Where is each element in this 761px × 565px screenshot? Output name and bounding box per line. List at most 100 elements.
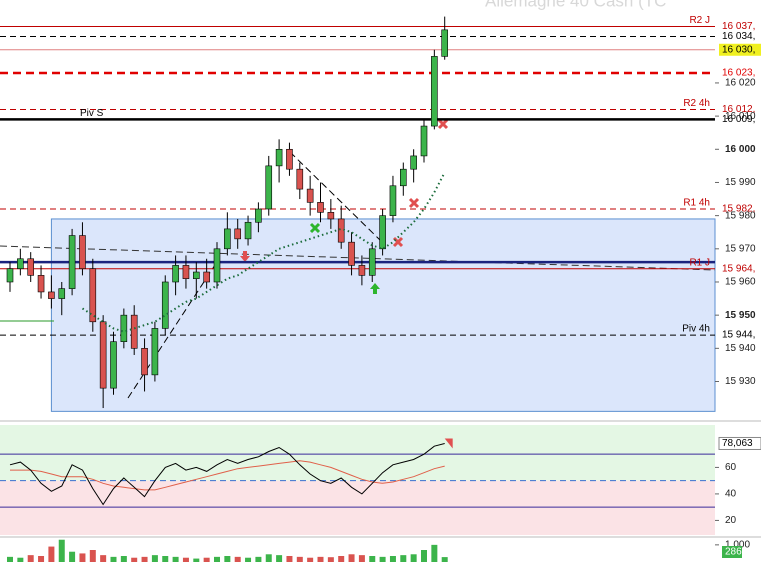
candle-body xyxy=(368,248,376,276)
candle-body xyxy=(68,235,76,289)
volume-bar xyxy=(89,550,96,562)
arrow-marker xyxy=(370,283,380,294)
candle-body xyxy=(348,241,355,266)
trend-line xyxy=(0,245,716,271)
y-tick-label: 15 940 xyxy=(725,343,756,354)
drawings xyxy=(0,118,716,399)
candle-body xyxy=(151,328,159,376)
volume-bar xyxy=(286,556,293,562)
candle-body xyxy=(265,165,273,210)
volume-bar xyxy=(276,555,283,562)
candle-body xyxy=(244,221,252,240)
y-tick-label: 60 xyxy=(725,462,737,473)
level-label: 15 982, xyxy=(722,204,755,215)
volume-bar xyxy=(327,557,334,562)
candle-body xyxy=(172,265,179,283)
volume-bar xyxy=(317,556,324,562)
candle-body xyxy=(358,265,366,276)
volume-bar xyxy=(441,557,448,562)
volume-bar xyxy=(58,539,65,562)
candle-body xyxy=(389,185,397,216)
level-name: R2 4h xyxy=(683,98,710,109)
cross-marker xyxy=(408,197,420,209)
candle-body xyxy=(286,148,293,170)
volume-bar xyxy=(38,556,45,562)
volume-bar xyxy=(358,555,365,562)
volume-bar xyxy=(234,556,241,562)
level-label: 16 012, xyxy=(722,104,755,115)
volume-bar xyxy=(7,556,13,562)
level-box xyxy=(719,20,761,33)
candle-body xyxy=(234,228,241,240)
candle-body xyxy=(420,125,428,157)
candle-body xyxy=(255,208,262,223)
volume-bar xyxy=(389,556,396,562)
candle-body xyxy=(130,314,138,349)
candle-body xyxy=(120,314,128,342)
level-name: R2 J xyxy=(689,15,710,26)
moving-average xyxy=(81,172,446,333)
candle-body xyxy=(6,268,14,283)
volume-bar xyxy=(193,558,200,562)
volume-bar xyxy=(79,553,86,562)
y-tick-label: 15 980 xyxy=(725,210,756,221)
trend-line xyxy=(289,151,381,241)
level-label: 16 009, xyxy=(722,114,755,125)
rsi-average xyxy=(10,460,445,491)
volume-bar xyxy=(421,550,427,562)
level-box xyxy=(719,30,761,43)
volume-bar xyxy=(245,557,252,562)
candle-body xyxy=(79,235,86,270)
volume-bar xyxy=(214,556,220,562)
candle-body xyxy=(193,271,200,279)
level-name: Piv S xyxy=(80,108,104,119)
volume-bar xyxy=(410,554,417,562)
lower-band xyxy=(0,480,715,535)
level-label: 16 034, xyxy=(722,31,755,42)
y-tick-label: 16 000 xyxy=(725,144,756,155)
level-box xyxy=(719,203,761,215)
volume-bar xyxy=(431,544,438,562)
y-tick-label: 15 930 xyxy=(725,376,756,387)
rsi-line xyxy=(9,443,445,506)
volume-bar xyxy=(182,557,189,562)
volume-bar xyxy=(379,556,386,562)
volume-bar xyxy=(265,554,272,562)
candle-body xyxy=(213,248,221,283)
volume-bar xyxy=(348,554,355,562)
candle-body xyxy=(379,215,386,250)
candle-body xyxy=(161,281,169,329)
level-label: 15 944, xyxy=(722,330,755,341)
volume-bar xyxy=(27,555,34,562)
candle-body xyxy=(203,271,210,283)
volume-bar xyxy=(110,556,117,562)
last-marker xyxy=(444,438,453,449)
candle-body xyxy=(110,341,117,389)
level-name: Piv 4h xyxy=(682,324,710,335)
volume-bar xyxy=(131,557,138,562)
candle-body xyxy=(224,228,231,250)
level-label: 16 023, xyxy=(722,68,755,79)
candle-body xyxy=(48,291,55,299)
volume-bar xyxy=(203,557,210,562)
level-box xyxy=(719,66,761,79)
cross-marker xyxy=(437,118,449,130)
volume-last-label: 286 xyxy=(725,547,742,558)
y-tick-label: 15 990 xyxy=(725,177,756,188)
level-name: R1 J xyxy=(689,257,710,268)
cross-marker xyxy=(309,222,321,234)
volume-bar xyxy=(151,555,158,562)
volume-bar xyxy=(17,557,24,562)
volume-bar xyxy=(307,557,314,562)
y-tick-label: 40 xyxy=(725,489,737,500)
level-box xyxy=(719,329,761,342)
candle-body xyxy=(441,29,449,57)
watermark-title: Allemagne 40 Cash (TC xyxy=(485,0,666,10)
y-tick-label: 15 970 xyxy=(725,243,756,254)
volume-bar xyxy=(338,556,345,562)
volume-bar xyxy=(162,556,169,562)
y-tick-label: 16 020 xyxy=(725,78,756,89)
candle-body xyxy=(275,148,283,167)
candle-body xyxy=(182,265,190,279)
volume-bar xyxy=(224,556,231,562)
